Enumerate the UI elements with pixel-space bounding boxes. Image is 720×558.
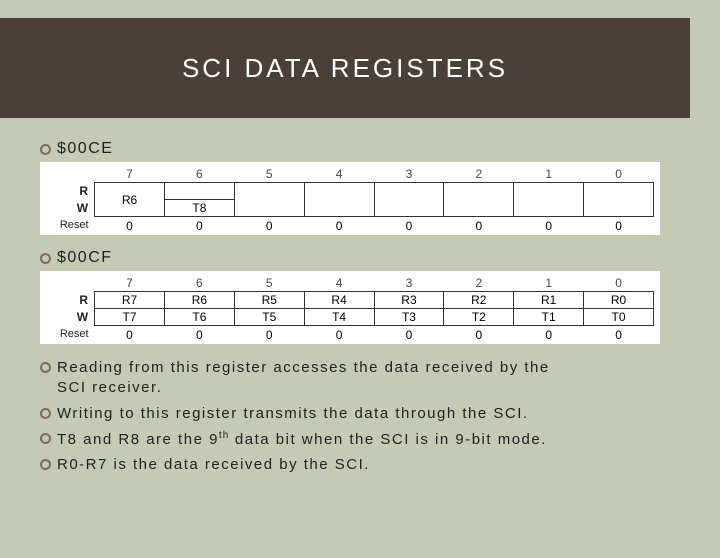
- note-text: Writing to this register transmits the d…: [57, 404, 529, 424]
- reset-cell: 0: [95, 326, 165, 343]
- r-cell: R6: [164, 292, 234, 309]
- bit-hdr: 0: [584, 166, 654, 183]
- bit-hdr: 4: [304, 166, 374, 183]
- bullet-icon: [40, 459, 51, 470]
- reset-cell: 0: [444, 326, 514, 343]
- r-label: R: [46, 292, 95, 309]
- reset-cell: 0: [444, 217, 514, 234]
- bit-hdr: 6: [164, 275, 234, 292]
- register-table-2: 7 6 5 4 3 2 1 0 R R7 R6 R5 R4 R3 R2 R1 R…: [40, 271, 660, 344]
- reset-row: Reset 0 0 0 0 0 0 0 0: [46, 326, 654, 343]
- note-seg: Reading from this register accesses the …: [57, 359, 550, 376]
- bullet-icon: [40, 408, 51, 419]
- w-cell: T2: [444, 309, 514, 326]
- note-seg: T8 and R8 are the 9: [57, 431, 219, 448]
- reset-cell: 0: [234, 326, 304, 343]
- r-cell: R1: [514, 292, 584, 309]
- reset-cell: 0: [304, 326, 374, 343]
- reset-cell: 0: [234, 217, 304, 234]
- reset-cell: 0: [374, 217, 444, 234]
- reset-cell: 0: [95, 217, 165, 234]
- reset-row: Reset 0 0 0 0 0 0 0 0: [46, 217, 654, 234]
- reset-cell: 0: [374, 326, 444, 343]
- r-cell: R3: [374, 292, 444, 309]
- note-3: T8 and R8 are the 9th data bit when the …: [40, 429, 680, 450]
- r-cell: [304, 183, 374, 217]
- r-cell: R4: [304, 292, 374, 309]
- bit-hdr: 5: [234, 166, 304, 183]
- reset-label: Reset: [46, 326, 95, 343]
- r-cell: [444, 183, 514, 217]
- r-cell: [584, 183, 654, 217]
- content-area: $00CE 7 6 5 4 3 2 1 0 R R6: [0, 118, 720, 475]
- r-row: R R7 R6 R5 R4 R3 R2 R1 R0: [46, 292, 654, 309]
- reset-cell: 0: [164, 217, 234, 234]
- note-sup: th: [219, 430, 229, 441]
- r-cell: [164, 183, 234, 200]
- bit-hdr: 2: [444, 275, 514, 292]
- addr2-text: $00CF: [57, 249, 113, 267]
- bullet-icon: [40, 362, 51, 373]
- r-cell: R6: [95, 183, 165, 217]
- bit-hdr: 7: [95, 166, 165, 183]
- r-cell: R7: [95, 292, 165, 309]
- bit-hdr: 2: [444, 166, 514, 183]
- bullet-icon: [40, 144, 51, 155]
- w-cell: T8: [164, 200, 234, 217]
- w-cell: T4: [304, 309, 374, 326]
- addr1-text: $00CE: [57, 140, 113, 158]
- bit-hdr: 3: [374, 166, 444, 183]
- r-cell: R2: [444, 292, 514, 309]
- note-seg: data bit when the SCI is in 9-bit mode.: [229, 431, 547, 448]
- note-text: T8 and R8 are the 9th data bit when the …: [57, 429, 547, 450]
- register-table-1: 7 6 5 4 3 2 1 0 R R6 W: [40, 162, 660, 235]
- bullet-icon: [40, 253, 51, 264]
- reset-cell: 0: [514, 326, 584, 343]
- w-cell: T0: [584, 309, 654, 326]
- bit-hdr: 7: [95, 275, 165, 292]
- reset-cell: 0: [514, 217, 584, 234]
- r-cell: [234, 183, 304, 217]
- r-cell: [374, 183, 444, 217]
- reset-label: Reset: [46, 217, 95, 234]
- title-bar: SCI DATA REGISTERS: [0, 18, 690, 118]
- w-cell: T1: [514, 309, 584, 326]
- addr2-line: $00CF: [40, 249, 680, 267]
- w-cell: T5: [234, 309, 304, 326]
- r-cell: R0: [584, 292, 654, 309]
- w-row: W T7 T6 T5 T4 T3 T2 T1 T0: [46, 309, 654, 326]
- bit-hdr: 1: [514, 166, 584, 183]
- bit-hdr: 5: [234, 275, 304, 292]
- r-cell: R5: [234, 292, 304, 309]
- note-text: R0-R7 is the data received by the SCI.: [57, 455, 370, 475]
- bit-header-row: 7 6 5 4 3 2 1 0: [46, 275, 654, 292]
- note-4: R0-R7 is the data received by the SCI.: [40, 455, 680, 475]
- r-cell: [514, 183, 584, 217]
- reset-cell: 0: [584, 217, 654, 234]
- w-cell: T6: [164, 309, 234, 326]
- addr1-line: $00CE: [40, 140, 680, 158]
- note-seg: SCI receiver.: [57, 379, 162, 396]
- bullet-icon: [40, 433, 51, 444]
- bit-hdr: 1: [514, 275, 584, 292]
- notes-block: Reading from this register accesses the …: [40, 358, 680, 475]
- w-cell: T7: [95, 309, 165, 326]
- note-1: Reading from this register accesses the …: [40, 358, 680, 399]
- w-cell: T3: [374, 309, 444, 326]
- r-label: R: [46, 183, 95, 200]
- slide-title: SCI DATA REGISTERS: [182, 53, 508, 84]
- bit-hdr: 3: [374, 275, 444, 292]
- bit-hdr: 4: [304, 275, 374, 292]
- reset-cell: 0: [164, 326, 234, 343]
- w-label: W: [46, 309, 95, 326]
- reset-cell: 0: [584, 326, 654, 343]
- reset-cell: 0: [304, 217, 374, 234]
- bit-header-row: 7 6 5 4 3 2 1 0: [46, 166, 654, 183]
- w-label: W: [46, 200, 95, 217]
- note-2: Writing to this register transmits the d…: [40, 404, 680, 424]
- bit-hdr: 6: [164, 166, 234, 183]
- note-text: Reading from this register accesses the …: [57, 358, 550, 399]
- r-row: R R6: [46, 183, 654, 200]
- bit-hdr: 0: [584, 275, 654, 292]
